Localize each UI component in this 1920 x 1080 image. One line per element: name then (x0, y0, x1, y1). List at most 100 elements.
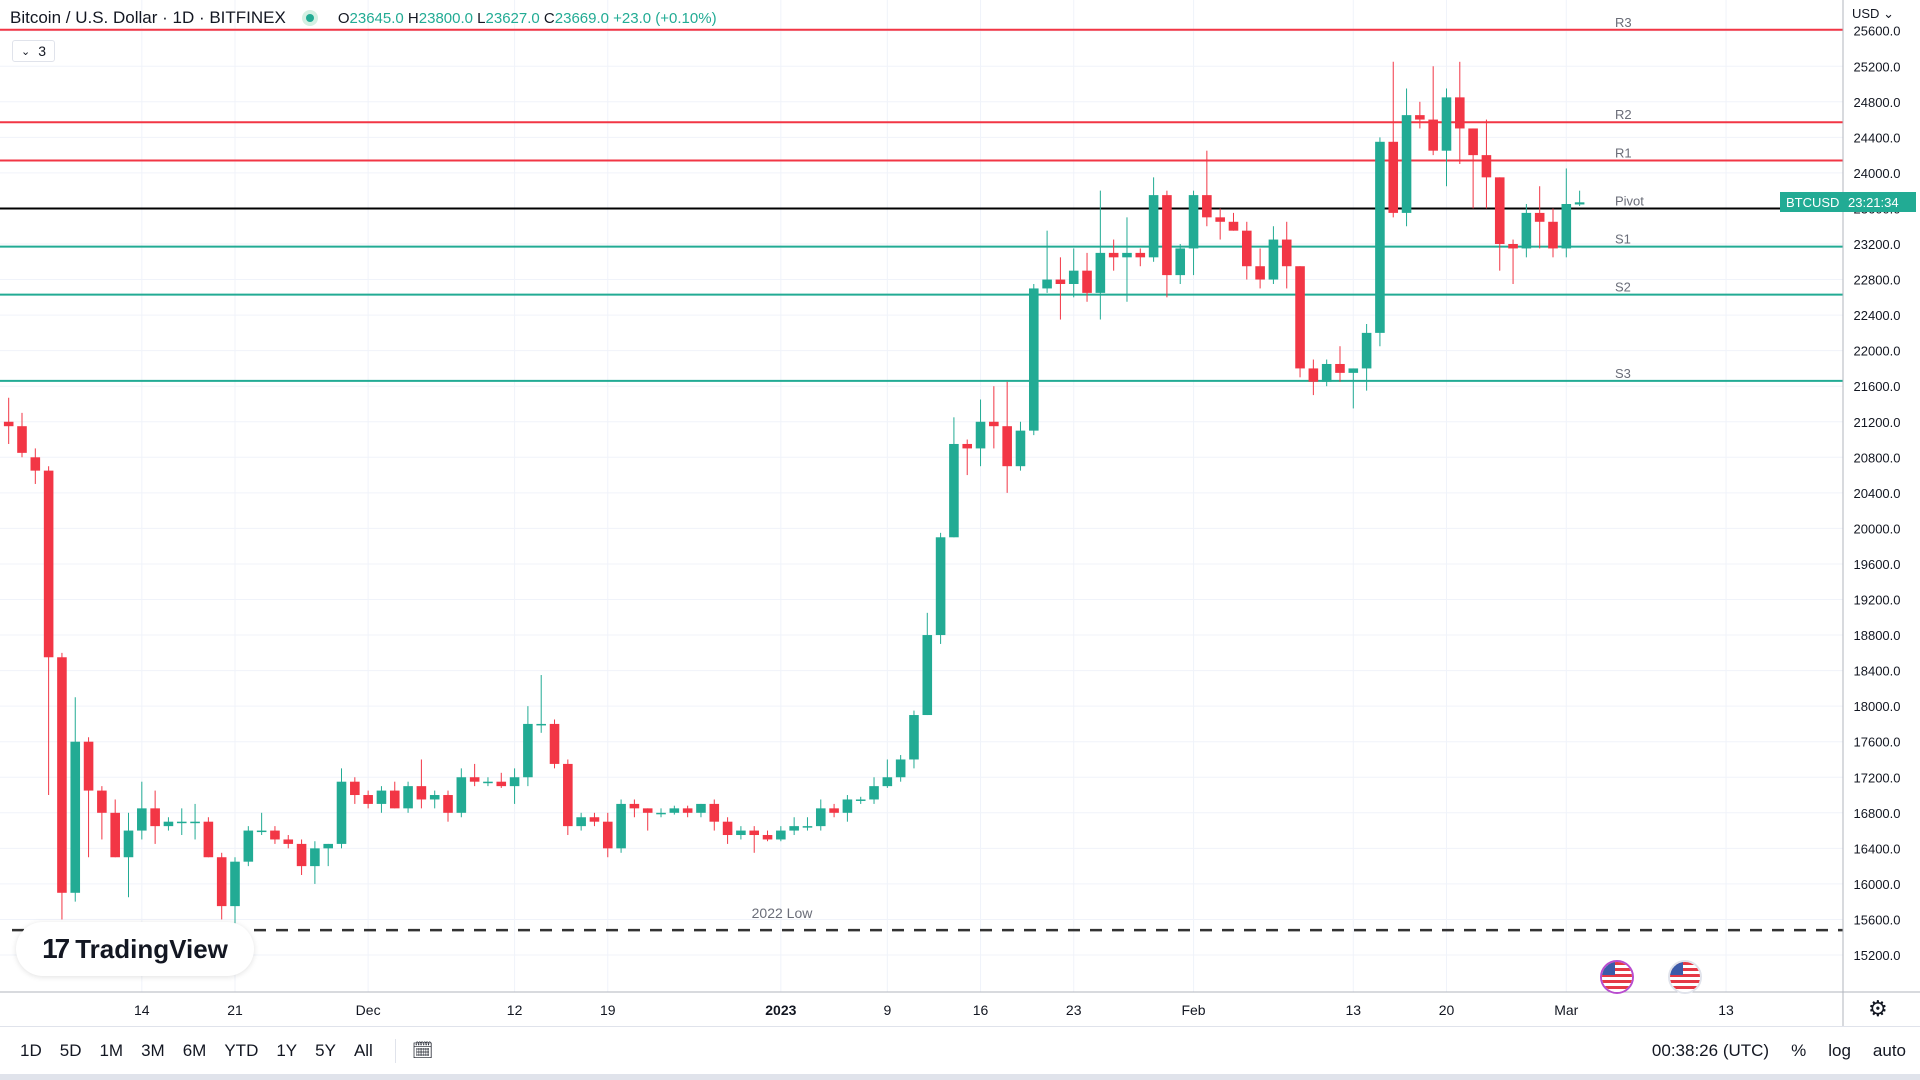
candle[interactable] (1202, 150, 1212, 227)
candle[interactable] (602, 812, 613, 858)
candle[interactable] (176, 808, 187, 836)
candle[interactable] (1468, 128, 1478, 209)
tradingview-logo[interactable]: 17 TradingView (16, 922, 254, 976)
candle[interactable] (97, 786, 107, 840)
candlestick-chart[interactable]: R3 R2 R1 Pivot S1 S2 S3 2022 Low 15200.0 15600.… (0, 0, 1920, 1026)
candle[interactable] (1561, 168, 1572, 258)
candle[interactable] (163, 817, 174, 831)
candle[interactable] (483, 777, 493, 787)
candle[interactable] (882, 759, 893, 788)
candle[interactable] (749, 826, 760, 853)
candle[interactable] (696, 803, 706, 818)
candle[interactable] (1361, 323, 1372, 391)
indicators-toggle-button[interactable]: ⌄ 3 (12, 40, 56, 62)
candle[interactable] (110, 799, 120, 858)
range-button-6m[interactable]: 6M (182, 1041, 207, 1060)
range-button-1y[interactable]: 1Y (276, 1041, 298, 1060)
candle[interactable] (1508, 239, 1518, 284)
range-button-5d[interactable]: 5D (59, 1041, 82, 1060)
candle[interactable] (1175, 244, 1186, 284)
candle[interactable] (256, 812, 267, 836)
candle[interactable] (190, 803, 200, 840)
candle[interactable] (1255, 248, 1265, 289)
candle[interactable] (1135, 248, 1146, 267)
candle[interactable] (1228, 212, 1239, 231)
range-button-1m[interactable]: 1M (99, 1041, 124, 1060)
gear-icon[interactable]: ⚙ (1868, 996, 1888, 1021)
candle[interactable] (1348, 368, 1359, 409)
candle[interactable] (1335, 346, 1345, 382)
candle[interactable] (935, 532, 946, 644)
candle[interactable] (1455, 61, 1465, 165)
candle[interactable] (1548, 208, 1558, 258)
candle[interactable] (1042, 230, 1052, 293)
percent-scale-button[interactable]: % (1791, 1041, 1807, 1060)
candle[interactable] (350, 777, 360, 804)
candle[interactable] (1148, 177, 1159, 262)
candle[interactable] (70, 697, 81, 902)
range-button-3m[interactable]: 3M (141, 1041, 165, 1060)
candle[interactable] (43, 466, 54, 796)
candle[interactable] (1215, 208, 1225, 240)
candle[interactable] (842, 795, 853, 822)
candle[interactable] (1415, 101, 1425, 129)
candle[interactable] (895, 755, 906, 782)
candle[interactable] (429, 790, 440, 809)
candle[interactable] (1534, 186, 1545, 249)
candle[interactable] (975, 399, 986, 467)
candle[interactable] (1242, 221, 1252, 280)
candle[interactable] (1055, 257, 1066, 320)
candle[interactable] (869, 777, 879, 804)
candle[interactable] (762, 830, 773, 842)
candle[interactable] (283, 835, 294, 849)
range-button-all[interactable]: All (353, 1041, 373, 1060)
candle[interactable] (323, 843, 333, 867)
candle[interactable] (1268, 226, 1279, 284)
candle[interactable] (1068, 248, 1079, 298)
candle[interactable] (1281, 221, 1292, 289)
candle[interactable] (310, 841, 320, 884)
candle[interactable] (642, 808, 653, 831)
auto-scale-button[interactable]: auto (1872, 1041, 1906, 1060)
candle[interactable] (203, 817, 214, 858)
candle[interactable] (722, 817, 733, 844)
candle[interactable] (776, 826, 786, 842)
candle[interactable] (1015, 421, 1026, 471)
candle[interactable] (496, 772, 507, 788)
range-button-1d[interactable]: 1D (20, 1041, 42, 1060)
candle[interactable] (230, 857, 240, 929)
price-axis[interactable]: 15200.0 15600.0 16000.0 16400.0 16800.0 17200… (1842, 0, 1901, 1026)
candle[interactable] (616, 799, 626, 853)
candle[interactable] (389, 781, 400, 809)
candle[interactable] (709, 799, 720, 831)
candle[interactable] (922, 612, 933, 716)
candle[interactable] (150, 790, 160, 844)
candle[interactable] (443, 790, 453, 822)
us-flag-event-icon[interactable] (1668, 960, 1702, 994)
log-scale-button[interactable]: log (1828, 1041, 1851, 1060)
candle[interactable] (123, 812, 134, 898)
candle[interactable] (1002, 381, 1012, 493)
candle[interactable] (549, 719, 560, 769)
candle[interactable] (17, 412, 27, 458)
candle[interactable] (949, 417, 959, 538)
candle[interactable] (456, 768, 467, 818)
candle[interactable] (1401, 88, 1412, 227)
candle[interactable] (789, 817, 799, 836)
candle[interactable] (403, 781, 413, 813)
candle[interactable] (855, 796, 866, 804)
candle[interactable] (829, 803, 839, 818)
candle[interactable] (656, 808, 666, 818)
candle[interactable] (536, 675, 546, 733)
candle[interactable] (1122, 217, 1132, 302)
candle[interactable] (1521, 204, 1532, 258)
candle[interactable] (1481, 119, 1492, 209)
candle[interactable] (243, 826, 254, 867)
candle[interactable] (1028, 283, 1039, 436)
candles[interactable] (3, 61, 1585, 929)
candle[interactable] (83, 737, 94, 858)
candle[interactable] (1188, 190, 1199, 276)
candle[interactable] (629, 799, 640, 818)
candle[interactable] (296, 839, 307, 876)
candle[interactable] (3, 397, 14, 444)
